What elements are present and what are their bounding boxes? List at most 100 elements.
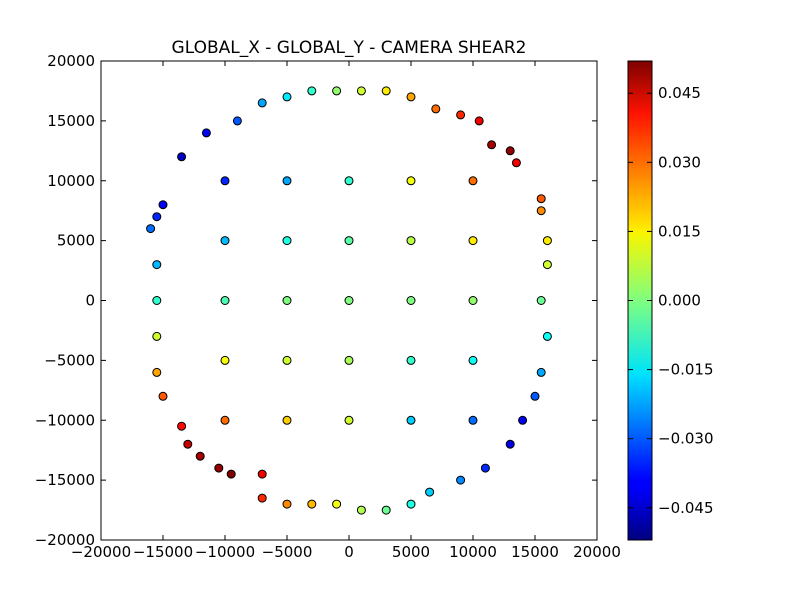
data-point [152,367,162,377]
data-point [536,367,546,377]
data-point [220,415,230,425]
data-point [536,194,546,204]
x-tick-label: 0 [344,543,354,561]
y-tick-label: 20000 [47,52,95,70]
data-point [406,296,416,305]
x-tick-label: 15000 [511,543,559,561]
scatter-points [146,86,552,515]
data-point [282,236,292,246]
colorbar-tick-label: 0.045 [658,84,701,102]
data-point [257,98,267,108]
y-tick-label: 5000 [57,232,95,250]
data-point [226,469,236,479]
data-point [307,499,317,509]
data-point [542,331,552,341]
data-point [344,296,354,305]
data-point [332,86,342,96]
data-point [406,355,416,365]
data-point [257,469,267,479]
y-tick-label: −10000 [35,411,95,429]
data-point [468,176,478,186]
colorbar-tick-label: 0.015 [658,222,701,240]
data-point [344,415,354,425]
data-point [282,415,292,425]
x-tick-label: 20000 [573,543,621,561]
data-point [406,236,416,246]
data-point [406,176,416,186]
y-tick-label: −15000 [35,471,95,489]
data-point [468,415,478,425]
colorbar-tick-label: 0.000 [658,292,701,310]
data-point [468,236,478,246]
colorbar-tick-label: −0.045 [658,499,714,517]
data-point [381,505,391,515]
data-point [220,355,230,365]
data-point [282,176,292,186]
data-point [518,415,528,425]
data-point [344,176,354,186]
colorbar-tick-label: −0.030 [658,430,714,448]
data-point [282,296,292,305]
data-point [530,391,540,401]
chart-title: GLOBAL_X - GLOBAL_Y - CAMERA SHEAR2 [172,38,527,58]
data-point [468,355,478,365]
data-point [425,487,435,497]
y-tick-label: 15000 [47,112,95,130]
data-point [381,86,391,96]
data-point [158,391,168,401]
colorbar-ticks: −0.045 −0.030 −0.015 0.000 0.015 0.030 0.045 [628,84,714,517]
data-point [158,200,168,210]
x-tick-label: −20000 [71,543,131,561]
data-point [480,463,490,473]
data-point [332,499,342,509]
data-point [344,355,354,365]
x-tick-label: 10000 [449,543,497,561]
data-point [487,140,497,150]
data-point [456,475,466,485]
data-point [406,92,416,102]
data-point [152,331,162,341]
data-point [220,296,230,305]
x-axis: −20000 −15000 −10000 −5000 0 5000 10000 15000 20… [71,61,621,561]
x-tick-label: 5000 [392,543,430,561]
x-tick-label: −5000 [262,543,313,561]
colorbar-tick-label: 0.030 [658,153,701,171]
data-point [431,104,441,114]
data-point [356,505,366,515]
data-point [505,146,515,156]
y-axis: −20000 −15000 −10000 −5000 0 5000 10000 15000 20… [35,52,597,549]
data-point [282,499,292,509]
data-point [468,296,478,305]
data-point [356,86,366,96]
data-point [152,296,162,305]
data-point [282,92,292,102]
data-point [146,224,156,234]
data-point [536,206,546,216]
data-point [406,415,416,425]
data-point [406,499,416,509]
data-point [214,463,224,473]
data-point [474,116,484,126]
data-point [152,260,162,270]
data-point [183,439,193,449]
data-point [232,116,242,126]
y-tick-label: −20000 [35,531,95,549]
data-point [257,493,267,503]
data-point [505,439,515,449]
data-point [307,86,317,96]
data-point [220,176,230,186]
x-tick-label: −15000 [133,543,193,561]
data-point [282,355,292,365]
data-point [152,212,162,222]
data-point [456,110,466,120]
data-point [177,421,187,431]
y-tick-label: 10000 [47,172,95,190]
data-point [195,451,205,461]
data-point [201,128,211,138]
data-point [536,296,546,305]
y-tick-label: −5000 [44,351,95,369]
data-point [542,236,552,246]
data-point [344,236,354,246]
